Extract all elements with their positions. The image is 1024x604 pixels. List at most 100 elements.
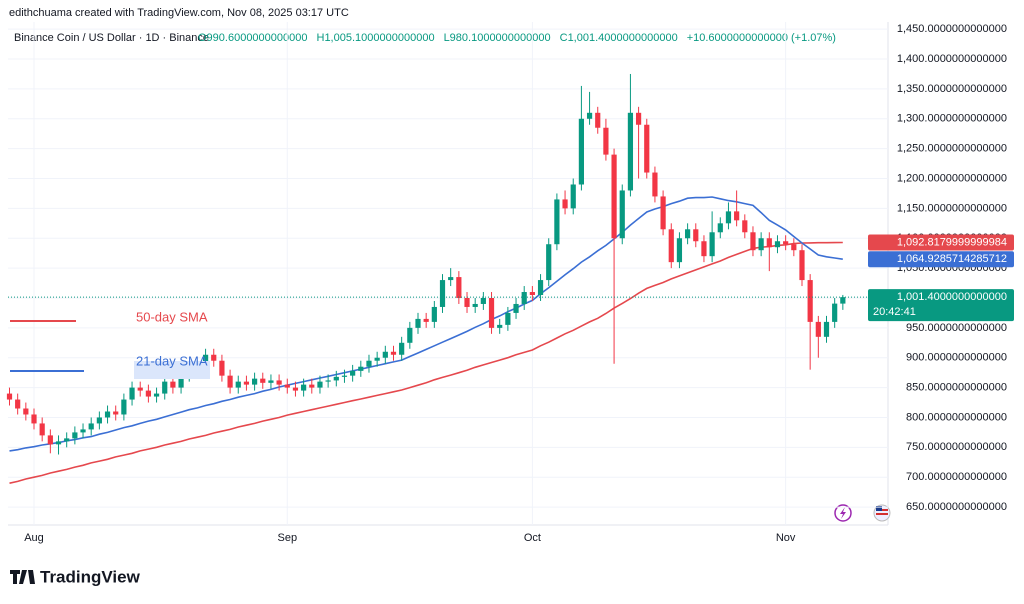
candle-body xyxy=(725,211,732,224)
price-tag xyxy=(868,289,1014,322)
y-tick-label: 800.0000000000000 xyxy=(906,411,1007,423)
ohlc-value: C1,001.4000000000000 xyxy=(560,32,678,44)
brand-logo: TradingView xyxy=(10,567,141,586)
candle-body xyxy=(15,399,21,409)
y-tick-label: 1,450.0000000000000 xyxy=(897,23,1007,35)
candle-body xyxy=(742,220,748,233)
candle-body xyxy=(644,124,650,173)
candle-body xyxy=(227,375,233,388)
candle-body xyxy=(178,375,184,388)
x-tick-label: Sep xyxy=(277,532,297,544)
candle-body xyxy=(840,297,846,304)
attribution: edithchuama created with TradingView.com… xyxy=(9,7,349,19)
candle-body xyxy=(341,375,348,377)
y-tick-label: 950.0000000000000 xyxy=(906,322,1007,334)
candle-body xyxy=(325,380,331,382)
candle-body xyxy=(799,250,805,281)
y-tick-label: 1,150.0000000000000 xyxy=(897,202,1007,214)
candle-body xyxy=(774,241,781,248)
candle-body xyxy=(309,384,315,388)
symbol-title: Binance Coin / US Dollar · 1D · Binance xyxy=(14,32,209,44)
candle-body xyxy=(137,387,143,391)
candle-body xyxy=(807,280,813,322)
y-tick-label: 900.0000000000000 xyxy=(906,352,1007,364)
candle-body xyxy=(832,303,838,322)
candle-body xyxy=(570,184,576,209)
candle-body xyxy=(88,423,94,430)
y-tick-label: 700.0000000000000 xyxy=(906,471,1007,483)
candle-body xyxy=(546,244,552,281)
candle-body xyxy=(701,241,707,257)
legend-label: 21-day SMA xyxy=(136,353,208,368)
sma-line xyxy=(9,196,843,452)
candle-body xyxy=(480,297,486,304)
candle-body xyxy=(211,354,217,361)
candle-body xyxy=(611,154,617,239)
candle-body xyxy=(145,390,151,397)
candle-body xyxy=(276,380,282,385)
candle-body xyxy=(537,280,544,296)
candle-body xyxy=(350,370,356,376)
candle-body xyxy=(783,241,789,245)
candle-body xyxy=(129,387,135,400)
candle-body xyxy=(80,429,86,433)
y-tick-label: 1,250.0000000000000 xyxy=(897,143,1007,155)
candle-body xyxy=(439,280,446,307)
candle-body xyxy=(595,112,601,128)
ohlc-value: L980.1000000000000 xyxy=(444,32,551,44)
candle-body xyxy=(55,441,62,445)
candle-body xyxy=(586,112,593,119)
ohlc-value: +10.6000000000000 (+1.07%) xyxy=(687,32,836,44)
y-tick-label: 1,300.0000000000000 xyxy=(897,113,1007,125)
flag-canton xyxy=(876,506,882,511)
candle-body xyxy=(448,277,454,281)
x-tick-label: Aug xyxy=(24,532,44,544)
candle-body xyxy=(815,321,821,337)
candle-body xyxy=(219,360,225,376)
candle-body xyxy=(668,229,674,263)
events-icon[interactable] xyxy=(834,504,852,522)
ohlc-header: Binance Coin / US Dollar · 1D · Binance … xyxy=(14,32,836,44)
candle-body xyxy=(6,393,13,400)
candle-body xyxy=(96,417,102,424)
candle-body xyxy=(366,360,372,367)
candle-body xyxy=(456,277,462,298)
y-tick-label: 750.0000000000000 xyxy=(906,441,1007,453)
sma-lines xyxy=(9,196,843,484)
event-icon-bolt xyxy=(840,507,846,519)
x-tick-label: Oct xyxy=(524,532,541,544)
candle-body xyxy=(472,303,478,307)
price-tag-label: 1,001.4000000000000 xyxy=(897,291,1007,303)
candle-body xyxy=(488,297,495,328)
candle-body xyxy=(72,432,78,439)
candle-body xyxy=(619,190,625,239)
candle-body xyxy=(734,211,740,221)
candle-body xyxy=(513,303,519,313)
candle-body xyxy=(317,381,323,388)
candle-body xyxy=(113,411,119,415)
candle-body xyxy=(603,127,609,155)
candle-body xyxy=(170,381,176,388)
countdown: 20:42:41 xyxy=(873,306,916,318)
candle-body xyxy=(497,324,503,328)
candle-body xyxy=(64,438,70,442)
candle-body xyxy=(292,387,299,391)
candle-body xyxy=(554,199,560,245)
candle-body xyxy=(104,411,111,418)
flag-icon[interactable] xyxy=(873,504,891,522)
candle-body xyxy=(390,351,397,355)
candle-body xyxy=(284,384,290,388)
candle-body xyxy=(153,393,160,397)
candle-body xyxy=(423,318,429,322)
candle-body xyxy=(121,399,127,415)
candle-body xyxy=(758,238,764,251)
brand-mark xyxy=(10,570,35,584)
candles xyxy=(6,73,846,455)
candle-body xyxy=(635,112,642,125)
candle-body xyxy=(505,312,511,325)
y-tick-label: 1,350.0000000000000 xyxy=(897,83,1007,95)
candle-body xyxy=(652,172,658,197)
ohlc-value: O990.6000000000000 xyxy=(198,32,308,44)
